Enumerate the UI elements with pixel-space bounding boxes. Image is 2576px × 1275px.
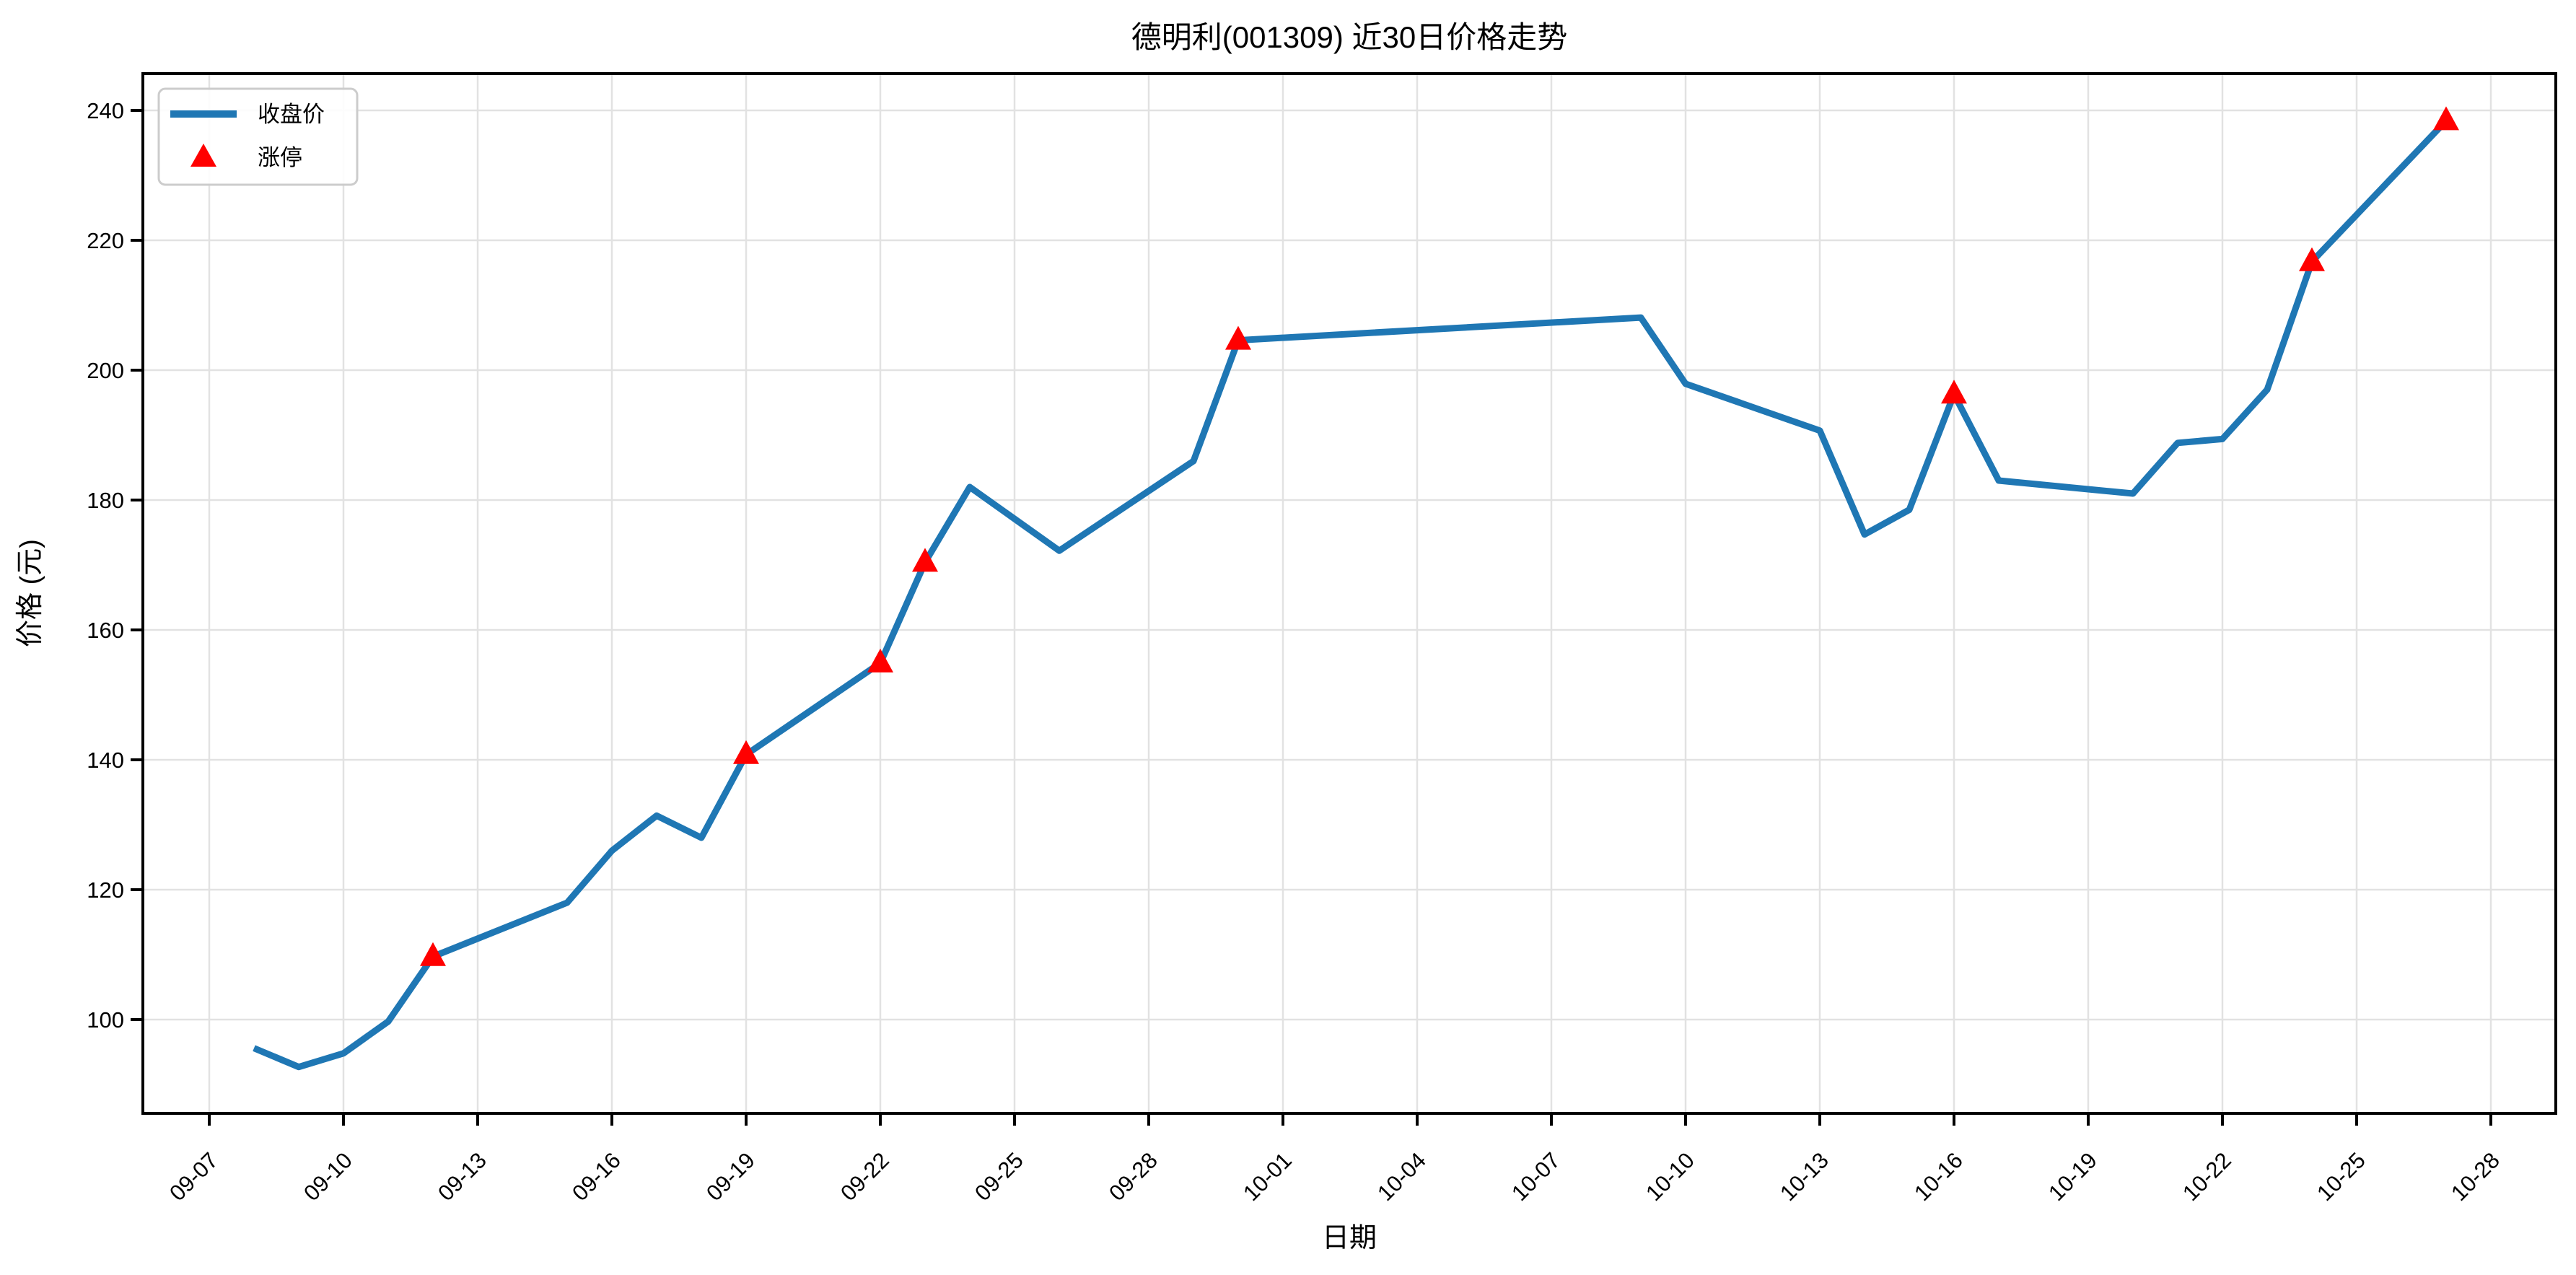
chart-title: 德明利(001309) 近30日价格走势 bbox=[1131, 20, 1568, 54]
x-tick-label: 09-07 bbox=[165, 1147, 223, 1206]
limit-up-marker bbox=[912, 548, 938, 572]
y-tick-label: 240 bbox=[87, 98, 124, 123]
limit-up-marker bbox=[2299, 247, 2325, 271]
limit-up-marker bbox=[1941, 380, 1967, 404]
x-tick-label: 10-19 bbox=[2043, 1147, 2102, 1206]
limit-up-marker bbox=[420, 942, 446, 966]
x-tick-label: 10-22 bbox=[2178, 1147, 2236, 1206]
y-tick-label: 100 bbox=[87, 1007, 124, 1033]
x-tick-label: 09-25 bbox=[970, 1147, 1028, 1206]
legend-label-close: 收盘价 bbox=[258, 102, 325, 127]
x-tick-label: 10-28 bbox=[2446, 1147, 2505, 1206]
tick-layer: 09-07 09-10 09-13 09-16 09-19 09-22 09-25 09-28… bbox=[87, 98, 2505, 1206]
x-tick-label: 09-10 bbox=[299, 1147, 357, 1206]
y-tick-label: 200 bbox=[87, 358, 124, 383]
data-layer bbox=[253, 106, 2459, 1071]
x-tick-label: 10-04 bbox=[1372, 1147, 1431, 1206]
limit-up-marker bbox=[733, 740, 759, 764]
axes-spines bbox=[141, 72, 2557, 1115]
x-tick-label: 09-13 bbox=[433, 1147, 491, 1206]
legend-triangle-up-icon bbox=[190, 144, 216, 167]
y-tick-label: 160 bbox=[87, 618, 124, 643]
legend: 收盘价 涨停 bbox=[157, 87, 359, 186]
y-tick-label: 220 bbox=[87, 228, 124, 253]
y-tick-label: 180 bbox=[87, 488, 124, 513]
x-tick-label: 10-01 bbox=[1238, 1147, 1297, 1206]
limit-up-marker bbox=[867, 648, 893, 672]
x-tick-label: 10-25 bbox=[2312, 1147, 2370, 1206]
plot-frame bbox=[141, 72, 2557, 1115]
legend-label-limit-up: 涨停 bbox=[258, 145, 302, 170]
close-price-line bbox=[253, 118, 2449, 1071]
x-tick-label: 10-10 bbox=[1641, 1147, 1699, 1206]
grid-layer bbox=[143, 74, 2556, 1113]
x-tick-label: 10-16 bbox=[1909, 1147, 1968, 1206]
y-axis-label: 价格 (元) bbox=[15, 539, 45, 647]
x-tick-label: 09-19 bbox=[701, 1147, 760, 1206]
y-tick-label: 140 bbox=[87, 748, 124, 773]
limit-up-marker bbox=[1225, 325, 1251, 350]
x-tick-label: 09-28 bbox=[1104, 1147, 1162, 1206]
limit-up-marker bbox=[2433, 106, 2459, 131]
x-tick-label: 09-16 bbox=[567, 1147, 626, 1206]
y-tick-label: 120 bbox=[87, 877, 124, 903]
x-tick-label: 09-22 bbox=[836, 1147, 894, 1206]
x-axis-label: 日期 bbox=[1322, 1223, 1377, 1253]
x-tick-label: 10-13 bbox=[1775, 1147, 1834, 1206]
x-tick-label: 10-07 bbox=[1507, 1147, 1565, 1206]
